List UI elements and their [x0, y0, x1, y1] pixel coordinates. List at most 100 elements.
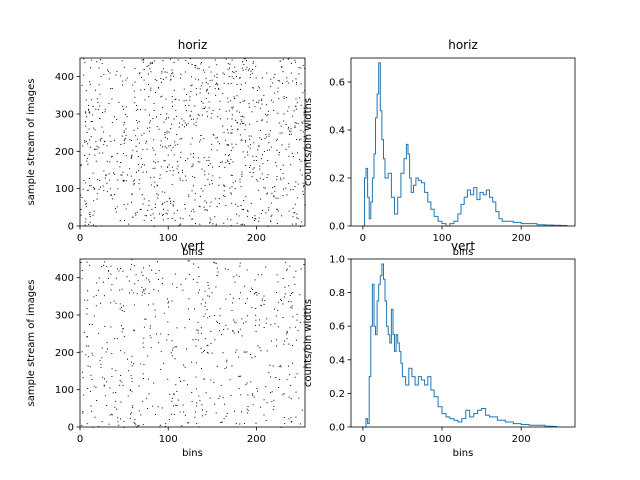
data-point — [288, 106, 290, 108]
data-point — [94, 154, 96, 156]
data-point — [286, 379, 288, 381]
data-point — [106, 69, 108, 71]
data-point — [233, 319, 235, 321]
data-point — [172, 174, 174, 176]
data-point — [219, 315, 221, 317]
data-point — [271, 192, 273, 194]
data-point — [246, 298, 248, 300]
data-point — [241, 171, 243, 173]
data-point — [292, 316, 294, 318]
data-point — [266, 72, 268, 74]
data-point — [102, 152, 104, 154]
data-point — [245, 321, 247, 323]
data-point — [244, 140, 246, 141]
data-point — [156, 184, 158, 186]
data-point — [120, 418, 121, 420]
data-point — [82, 412, 84, 414]
data-point — [175, 98, 177, 100]
data-point — [190, 143, 192, 145]
data-point — [200, 63, 202, 65]
data-point — [123, 131, 125, 133]
data-point — [120, 375, 122, 376]
data-point — [154, 181, 156, 183]
data-point — [288, 418, 290, 420]
data-point — [301, 409, 303, 411]
data-point — [232, 71, 234, 73]
data-point — [170, 75, 172, 77]
data-point — [133, 129, 135, 131]
data-point — [243, 122, 245, 124]
data-point — [190, 110, 192, 112]
data-point — [154, 162, 156, 164]
y-axis-label: sample stream of images — [26, 79, 37, 206]
data-point — [147, 378, 149, 380]
data-point — [252, 393, 253, 395]
data-point — [225, 161, 227, 163]
data-point — [286, 333, 288, 335]
data-point — [210, 201, 212, 203]
data-point — [171, 73, 173, 74]
data-point — [279, 132, 281, 134]
data-point — [224, 196, 226, 197]
data-point — [89, 264, 91, 266]
data-point — [255, 65, 257, 67]
data-point — [193, 123, 195, 125]
data-point — [244, 156, 246, 158]
data-point — [97, 179, 99, 181]
data-point — [109, 135, 111, 137]
data-point — [110, 265, 112, 267]
data-point — [194, 199, 196, 201]
y-tick-label: 0.8 — [329, 288, 345, 299]
x-tick-label: 100 — [159, 233, 178, 244]
data-point — [303, 185, 305, 186]
data-point — [160, 368, 162, 370]
data-point — [218, 323, 220, 324]
data-point — [187, 158, 189, 160]
data-point — [183, 364, 185, 366]
data-point — [299, 159, 301, 161]
data-point — [99, 140, 101, 142]
data-point — [273, 399, 275, 401]
data-point — [208, 173, 210, 175]
data-point — [137, 122, 139, 124]
data-point — [80, 262, 82, 263]
data-point — [80, 214, 82, 216]
data-point — [196, 281, 198, 283]
data-point — [251, 287, 252, 289]
data-point — [289, 327, 291, 329]
data-point — [85, 206, 87, 208]
data-point — [131, 263, 133, 265]
data-point — [191, 190, 193, 192]
data-point — [115, 392, 117, 393]
data-point — [98, 188, 100, 190]
data-point — [292, 80, 294, 82]
data-point — [189, 58, 191, 60]
data-point — [285, 148, 287, 150]
data-point — [238, 331, 239, 333]
data-point — [117, 268, 118, 270]
data-point — [157, 194, 159, 196]
panel-vert-histogram: 0 100 2000.00.20.40.60.81.0vertbinscounts/… — [303, 239, 576, 459]
data-point — [266, 193, 268, 195]
data-point — [144, 164, 145, 166]
data-point — [296, 82, 297, 83]
data-point — [295, 270, 297, 272]
data-point — [170, 149, 172, 151]
data-point — [253, 167, 255, 169]
data-point — [285, 187, 287, 189]
data-point — [212, 133, 214, 135]
data-point — [222, 92, 224, 94]
data-point — [282, 82, 283, 84]
data-point — [233, 332, 235, 334]
data-point — [166, 171, 168, 172]
data-point — [188, 298, 190, 300]
data-point — [261, 120, 263, 122]
data-point — [116, 119, 118, 120]
data-point — [143, 290, 145, 292]
data-point — [192, 165, 194, 167]
data-point — [253, 293, 255, 295]
axes-frame — [350, 258, 576, 428]
data-point — [211, 180, 213, 181]
x-tick-label: 0 — [360, 233, 366, 244]
data-point — [161, 81, 162, 83]
